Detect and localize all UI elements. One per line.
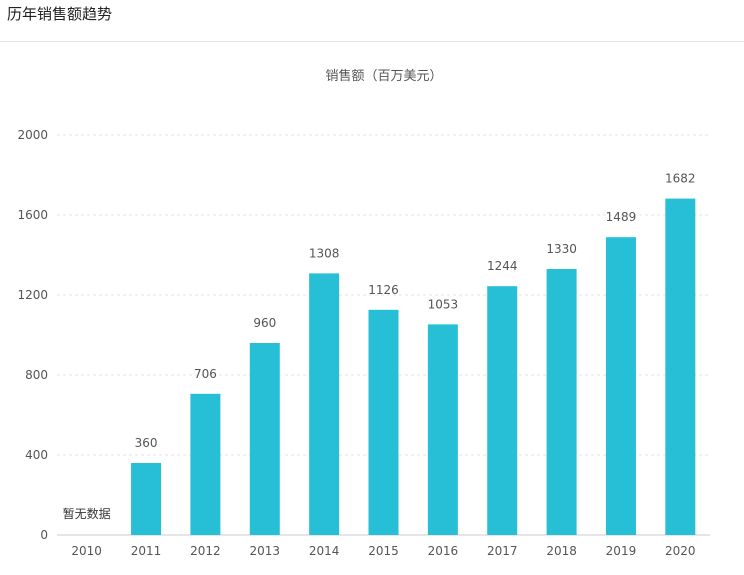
y-tick-label: 400 <box>25 448 48 462</box>
x-tick-label: 2019 <box>606 544 637 558</box>
bar <box>190 393 221 535</box>
y-tick-label: 800 <box>25 368 48 382</box>
data-label: 960 <box>253 316 276 330</box>
bar <box>487 286 518 535</box>
x-tick-label: 2015 <box>368 544 399 558</box>
no-data-label: 暂无数据 <box>63 506 111 521</box>
data-label: 706 <box>194 367 217 381</box>
bar <box>309 273 340 535</box>
bar <box>665 198 696 535</box>
data-label: 1053 <box>428 297 459 311</box>
bar <box>249 343 280 535</box>
data-label: 1126 <box>368 283 399 297</box>
y-tick-label: 2000 <box>17 128 48 142</box>
data-label: 1489 <box>606 210 637 224</box>
x-tick-label: 2013 <box>249 544 280 558</box>
data-label: 1682 <box>665 172 696 186</box>
y-axis-ticks: 0 400 800 1200 1600 2000 <box>17 128 48 542</box>
y-tick-label: 0 <box>40 528 48 542</box>
x-tick-label: 2018 <box>546 544 577 558</box>
bar <box>368 309 399 535</box>
bar <box>427 324 458 535</box>
data-label: 360 <box>135 436 158 450</box>
bars <box>131 198 696 535</box>
bar <box>131 463 162 535</box>
series-title: 销售额（百万美元） <box>325 68 442 84</box>
panel-header: 历年销售额趋势 <box>0 0 744 42</box>
data-label: 1330 <box>546 242 577 256</box>
y-tick-label: 1600 <box>17 208 48 222</box>
panel-title: 历年销售额趋势 <box>7 5 113 23</box>
y-tick-label: 1200 <box>17 288 48 302</box>
bar <box>605 237 636 535</box>
bar <box>546 269 577 535</box>
x-tick-label: 2010 <box>71 544 102 558</box>
x-tick-label: 2014 <box>309 544 340 558</box>
data-labels: 暂无数据 360 706 960 1308 1126 1053 1244 1330 1489 168… <box>63 172 696 521</box>
x-tick-label: 2017 <box>487 544 518 558</box>
data-label: 1244 <box>487 259 518 273</box>
x-tick-label: 2011 <box>131 544 162 558</box>
data-label: 1308 <box>309 246 340 260</box>
x-tick-label: 2016 <box>428 544 459 558</box>
x-tick-label: 2020 <box>665 544 696 558</box>
x-axis-ticks: 2010 2011 2012 2013 2014 2015 2016 2017 2018 2019… <box>71 544 695 558</box>
x-tick-label: 2012 <box>190 544 221 558</box>
